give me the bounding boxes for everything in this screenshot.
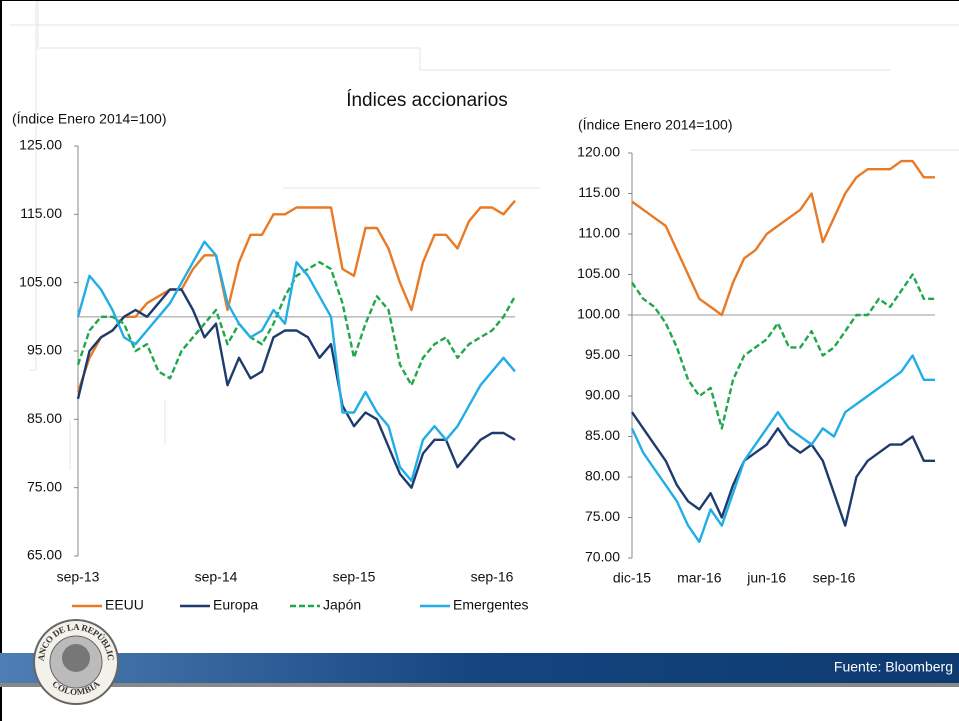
y-tick-label: 100.00 (577, 306, 620, 322)
series-line (631, 411, 935, 527)
legend-label: Japón (323, 597, 361, 613)
legend-label: Europa (213, 597, 258, 613)
y-tick-label: 65.00 (27, 547, 62, 563)
y-tick-label: 110.00 (578, 225, 620, 241)
footer-stripe (0, 683, 959, 687)
slide-title: Índices accionarios (346, 90, 508, 111)
y-tick-label: 85.00 (27, 410, 62, 426)
series-line (76, 240, 516, 482)
series-line (631, 159, 935, 317)
y-tick-label: 85.00 (585, 427, 620, 443)
x-tick-label: jun-16 (746, 570, 786, 586)
y-tick-label: 105.00 (577, 265, 620, 281)
x-tick-label: sep-16 (813, 570, 856, 586)
y-tick-label: 115.00 (20, 205, 62, 221)
x-tick-label: mar-16 (677, 570, 722, 586)
y-tick-label: 70.00 (585, 549, 620, 565)
y-tick-label: 95.00 (27, 342, 62, 358)
y-tick-label: 120.00 (577, 144, 620, 160)
series-line (631, 273, 935, 430)
y-tick-label: 80.00 (585, 468, 620, 484)
series-line (76, 288, 516, 489)
x-tick-label: sep-16 (471, 569, 514, 585)
legend-label: EEUU (105, 597, 144, 613)
decor (10, 0, 959, 470)
y-tick-label: 115.00 (578, 184, 620, 200)
source: Fuente: Bloomberg (834, 659, 953, 675)
series-line (76, 261, 517, 387)
y-tick-label: 105.00 (19, 273, 62, 289)
series-line (76, 199, 516, 393)
y-tick-label: 90.00 (585, 387, 620, 403)
y-tick-label: 75.00 (585, 508, 620, 524)
x-tick-label: dic-15 (613, 570, 651, 586)
x-tick-label: sep-14 (195, 569, 238, 585)
chart-subtitle: (Índice Enero 2014=100) (578, 117, 733, 133)
y-tick-label: 95.00 (585, 346, 620, 362)
series-line (630, 354, 935, 543)
charts: (Índice Enero 2014=100) 65.00 75.00 85.00 95… (12, 111, 935, 613)
y-tick-label: 75.00 (27, 478, 62, 494)
legend-label: Emergentes (453, 597, 528, 613)
x-tick-label: sep-15 (333, 569, 376, 585)
y-tick-label: 125.00 (19, 137, 62, 153)
x-tick-label: sep-13 (57, 569, 100, 585)
chart-subtitle: (Índice Enero 2014=100) (12, 111, 167, 127)
footer-band (0, 653, 959, 683)
